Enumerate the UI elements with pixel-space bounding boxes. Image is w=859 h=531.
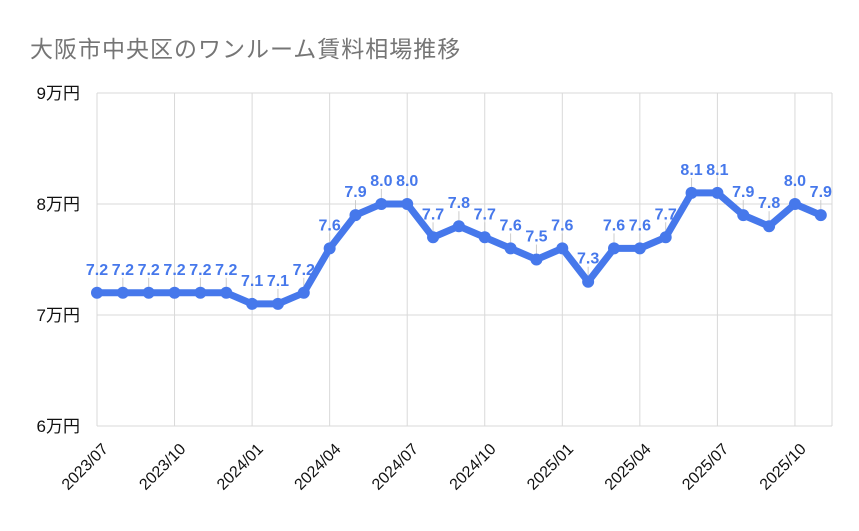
data-point[interactable] <box>556 242 569 255</box>
data-point-label: 7.9 <box>732 184 754 201</box>
data-point[interactable] <box>401 198 414 210</box>
y-axis-tick-label: 6万円 <box>37 417 80 436</box>
data-point-label: 7.2 <box>293 262 315 279</box>
data-point[interactable] <box>246 297 259 310</box>
data-point-label: 7.7 <box>474 206 496 223</box>
x-axis-tick-label: 2023/10 <box>136 441 189 494</box>
data-point[interactable] <box>763 220 776 233</box>
data-point-label: 8.0 <box>784 173 806 190</box>
data-point[interactable] <box>452 220 465 233</box>
y-axis-tick-label: 9万円 <box>37 84 80 103</box>
data-point-label: 8.0 <box>396 173 418 190</box>
x-axis-tick-label: 2024/01 <box>214 441 267 494</box>
data-point[interactable] <box>633 242 646 255</box>
data-point-label: 7.8 <box>448 195 470 212</box>
data-point[interactable] <box>737 209 750 222</box>
data-point-label: 7.6 <box>499 217 521 234</box>
data-point-label: 7.2 <box>112 262 134 279</box>
data-point[interactable] <box>142 286 155 299</box>
data-point-label: 7.8 <box>758 195 780 212</box>
data-point[interactable] <box>582 275 595 288</box>
data-point-label: 7.6 <box>629 217 651 234</box>
data-point[interactable] <box>220 286 233 299</box>
data-point[interactable] <box>427 231 440 244</box>
data-point-label: 7.6 <box>603 217 625 234</box>
data-point-label: 8.1 <box>680 162 702 179</box>
data-point-label: 7.9 <box>810 184 832 201</box>
data-point-label: 7.1 <box>267 273 289 290</box>
data-point[interactable] <box>116 286 129 299</box>
data-point[interactable] <box>504 242 517 255</box>
data-point-label: 7.3 <box>577 251 599 268</box>
data-point-label: 7.2 <box>138 262 160 279</box>
data-point-label: 8.1 <box>706 162 728 179</box>
data-point-label: 7.1 <box>241 273 263 290</box>
data-point[interactable] <box>711 186 724 199</box>
data-point[interactable] <box>194 286 207 299</box>
data-point-label: 7.9 <box>344 184 366 201</box>
x-axis-tick-label: 2024/10 <box>447 441 500 494</box>
data-point[interactable] <box>814 209 827 222</box>
data-point[interactable] <box>271 297 284 310</box>
data-point[interactable] <box>168 286 181 299</box>
data-point-label: 8.0 <box>370 173 392 190</box>
data-point-label: 7.2 <box>163 262 185 279</box>
data-point[interactable] <box>91 286 103 299</box>
data-point-label: 7.5 <box>525 229 547 246</box>
data-point[interactable] <box>788 198 801 210</box>
data-point-label: 7.7 <box>422 206 444 223</box>
data-point[interactable] <box>297 286 310 299</box>
x-axis-tick-label: 2025/04 <box>602 441 655 494</box>
data-point[interactable] <box>530 253 543 266</box>
data-point-label: 7.6 <box>319 217 341 234</box>
data-point-label: 7.7 <box>655 206 677 223</box>
x-axis-tick-label: 2025/01 <box>524 441 577 494</box>
data-point-label: 7.2 <box>215 262 237 279</box>
data-point[interactable] <box>375 198 388 210</box>
x-axis-tick-label: 2025/10 <box>757 441 810 494</box>
x-axis-tick-label: 2023/07 <box>59 441 112 494</box>
data-point-label: 7.2 <box>86 262 108 279</box>
data-point[interactable] <box>478 231 491 244</box>
y-axis-tick-label: 8万円 <box>37 195 80 214</box>
x-axis-tick-label: 2025/07 <box>679 441 732 494</box>
data-point[interactable] <box>323 242 336 255</box>
data-point[interactable] <box>685 186 698 199</box>
data-point-label: 7.2 <box>189 262 211 279</box>
x-axis-tick-label: 2024/07 <box>369 441 422 494</box>
data-point[interactable] <box>349 209 362 222</box>
data-point[interactable] <box>659 231 672 244</box>
x-axis-tick-label: 2024/04 <box>292 441 345 494</box>
chart-title: 大阪市中央区のワンルーム賃料相場推移 <box>30 36 462 62</box>
y-axis-tick-label: 7万円 <box>37 306 80 325</box>
data-point-label: 7.6 <box>551 217 573 234</box>
data-point[interactable] <box>608 242 620 255</box>
